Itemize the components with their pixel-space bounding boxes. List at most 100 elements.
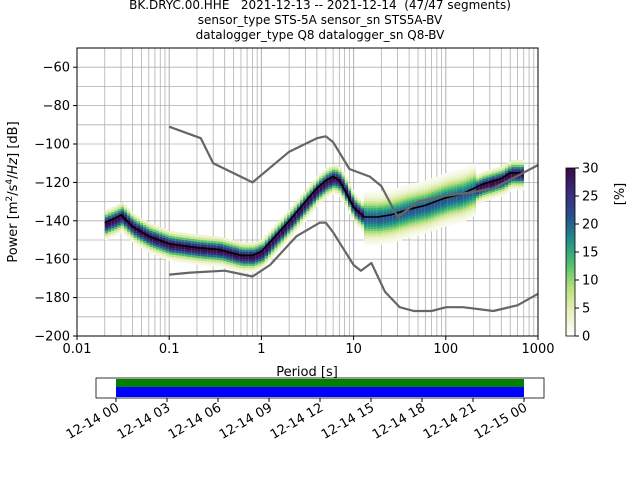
heatmap-cell: [264, 260, 268, 263]
heatmap-cell: [332, 169, 336, 172]
heatmap-cell: [405, 212, 409, 216]
heatmap-cell: [296, 221, 300, 225]
heatmap-cell: [296, 215, 300, 218]
heatmap-cell: [348, 204, 352, 207]
heatmap-cell: [271, 230, 275, 233]
heatmap-cell: [376, 200, 380, 204]
heatmap-cell: [120, 218, 124, 222]
heatmap-cell: [431, 203, 435, 206]
heatmap-cell: [143, 238, 147, 242]
heatmap-cell: [181, 237, 185, 240]
heatmap-cell: [252, 242, 256, 246]
heatmap-cell: [140, 225, 144, 228]
heatmap-cell: [300, 222, 304, 226]
heatmap-cell: [220, 250, 224, 254]
heatmap-cell: [172, 259, 176, 262]
heatmap-cell: [504, 165, 508, 169]
heatmap-cell: [508, 179, 512, 183]
heatmap-cell: [364, 207, 368, 211]
heatmap-cell: [392, 214, 396, 217]
heatmap-cell: [472, 195, 476, 199]
heatmap-cell: [415, 226, 419, 229]
heatmap-cell: [508, 172, 512, 176]
heatmap-cell: [364, 214, 368, 218]
heatmap-cell: [444, 212, 448, 215]
heatmap-cell: [367, 205, 371, 209]
heatmap-cell: [143, 224, 147, 228]
heatmap-cell: [466, 168, 470, 172]
heatmap-cell: [498, 171, 502, 174]
heatmap-cell: [386, 227, 390, 230]
heatmap-cell: [370, 219, 374, 222]
heatmap-cell: [463, 168, 467, 171]
heatmap-cell: [280, 221, 284, 225]
heatmap-cell: [444, 205, 448, 209]
heatmap-cell: [440, 185, 444, 189]
heatmap-cell: [376, 196, 380, 199]
heatmap-cell: [415, 224, 419, 227]
heatmap-cell: [168, 256, 172, 259]
heatmap-cell: [328, 189, 332, 192]
heatmap-cell: [245, 242, 249, 246]
heatmap-cell: [133, 237, 137, 240]
heatmap-cell: [149, 228, 153, 231]
heatmap-cell: [511, 185, 515, 188]
heatmap-cell: [194, 243, 198, 247]
heatmap-cell: [328, 193, 332, 197]
heatmap-cell: [453, 209, 457, 213]
heatmap-cell: [405, 187, 409, 190]
heatmap-cell: [447, 188, 451, 191]
heatmap-cell: [156, 239, 160, 243]
heatmap-cell: [255, 241, 259, 244]
heatmap-cell: [370, 217, 374, 220]
heatmap-cell: [140, 220, 144, 224]
heatmap-cell: [440, 181, 444, 184]
heatmap-cell: [280, 233, 284, 237]
heatmap-cell: [159, 236, 163, 240]
heatmap-cell: [469, 183, 473, 187]
heatmap-cell: [223, 244, 227, 248]
heatmap-cell: [274, 238, 278, 241]
heatmap-cell: [399, 200, 403, 204]
heatmap-cell: [239, 255, 243, 259]
heatmap-cell: [284, 229, 288, 233]
heatmap-cell: [412, 185, 416, 189]
heatmap-cell: [223, 263, 227, 266]
heatmap-cell: [460, 194, 464, 198]
heatmap-cell: [290, 211, 294, 214]
heatmap-cell: [290, 224, 294, 228]
heatmap-cell: [431, 217, 435, 220]
heatmap-cell: [303, 212, 307, 215]
heatmap-cell: [434, 176, 438, 180]
heatmap-cell: [360, 205, 364, 209]
heatmap-cell: [328, 166, 332, 169]
heatmap-cell: [348, 202, 352, 205]
heatmap-cell: [133, 239, 137, 243]
heatmap-cell: [159, 241, 163, 244]
heatmap-cell: [332, 178, 336, 181]
heatmap-cell: [309, 202, 313, 205]
heatmap-cell: [450, 212, 454, 216]
heatmap-cell: [399, 226, 403, 229]
heatmap-cell: [248, 265, 252, 269]
heatmap-cell: [460, 182, 464, 186]
heatmap-cell: [309, 211, 313, 215]
heatmap-cell: [456, 176, 460, 180]
heatmap-cell: [351, 208, 355, 211]
heatmap-cell: [351, 217, 355, 221]
heatmap-cell: [456, 215, 460, 219]
heatmap-cell: [424, 226, 428, 229]
heatmap-cell: [303, 207, 307, 211]
heatmap-cell: [463, 177, 467, 180]
heatmap-cell: [348, 183, 352, 187]
heatmap-cell: [402, 229, 406, 233]
heatmap-cell: [437, 214, 441, 218]
heatmap-cell: [476, 179, 480, 182]
heatmap-cell: [351, 215, 355, 218]
heatmap-cell: [469, 199, 473, 203]
heatmap-cell: [223, 260, 227, 264]
heatmap-cell: [444, 210, 448, 213]
heatmap-cell: [277, 220, 281, 224]
heatmap-cell: [319, 187, 323, 190]
